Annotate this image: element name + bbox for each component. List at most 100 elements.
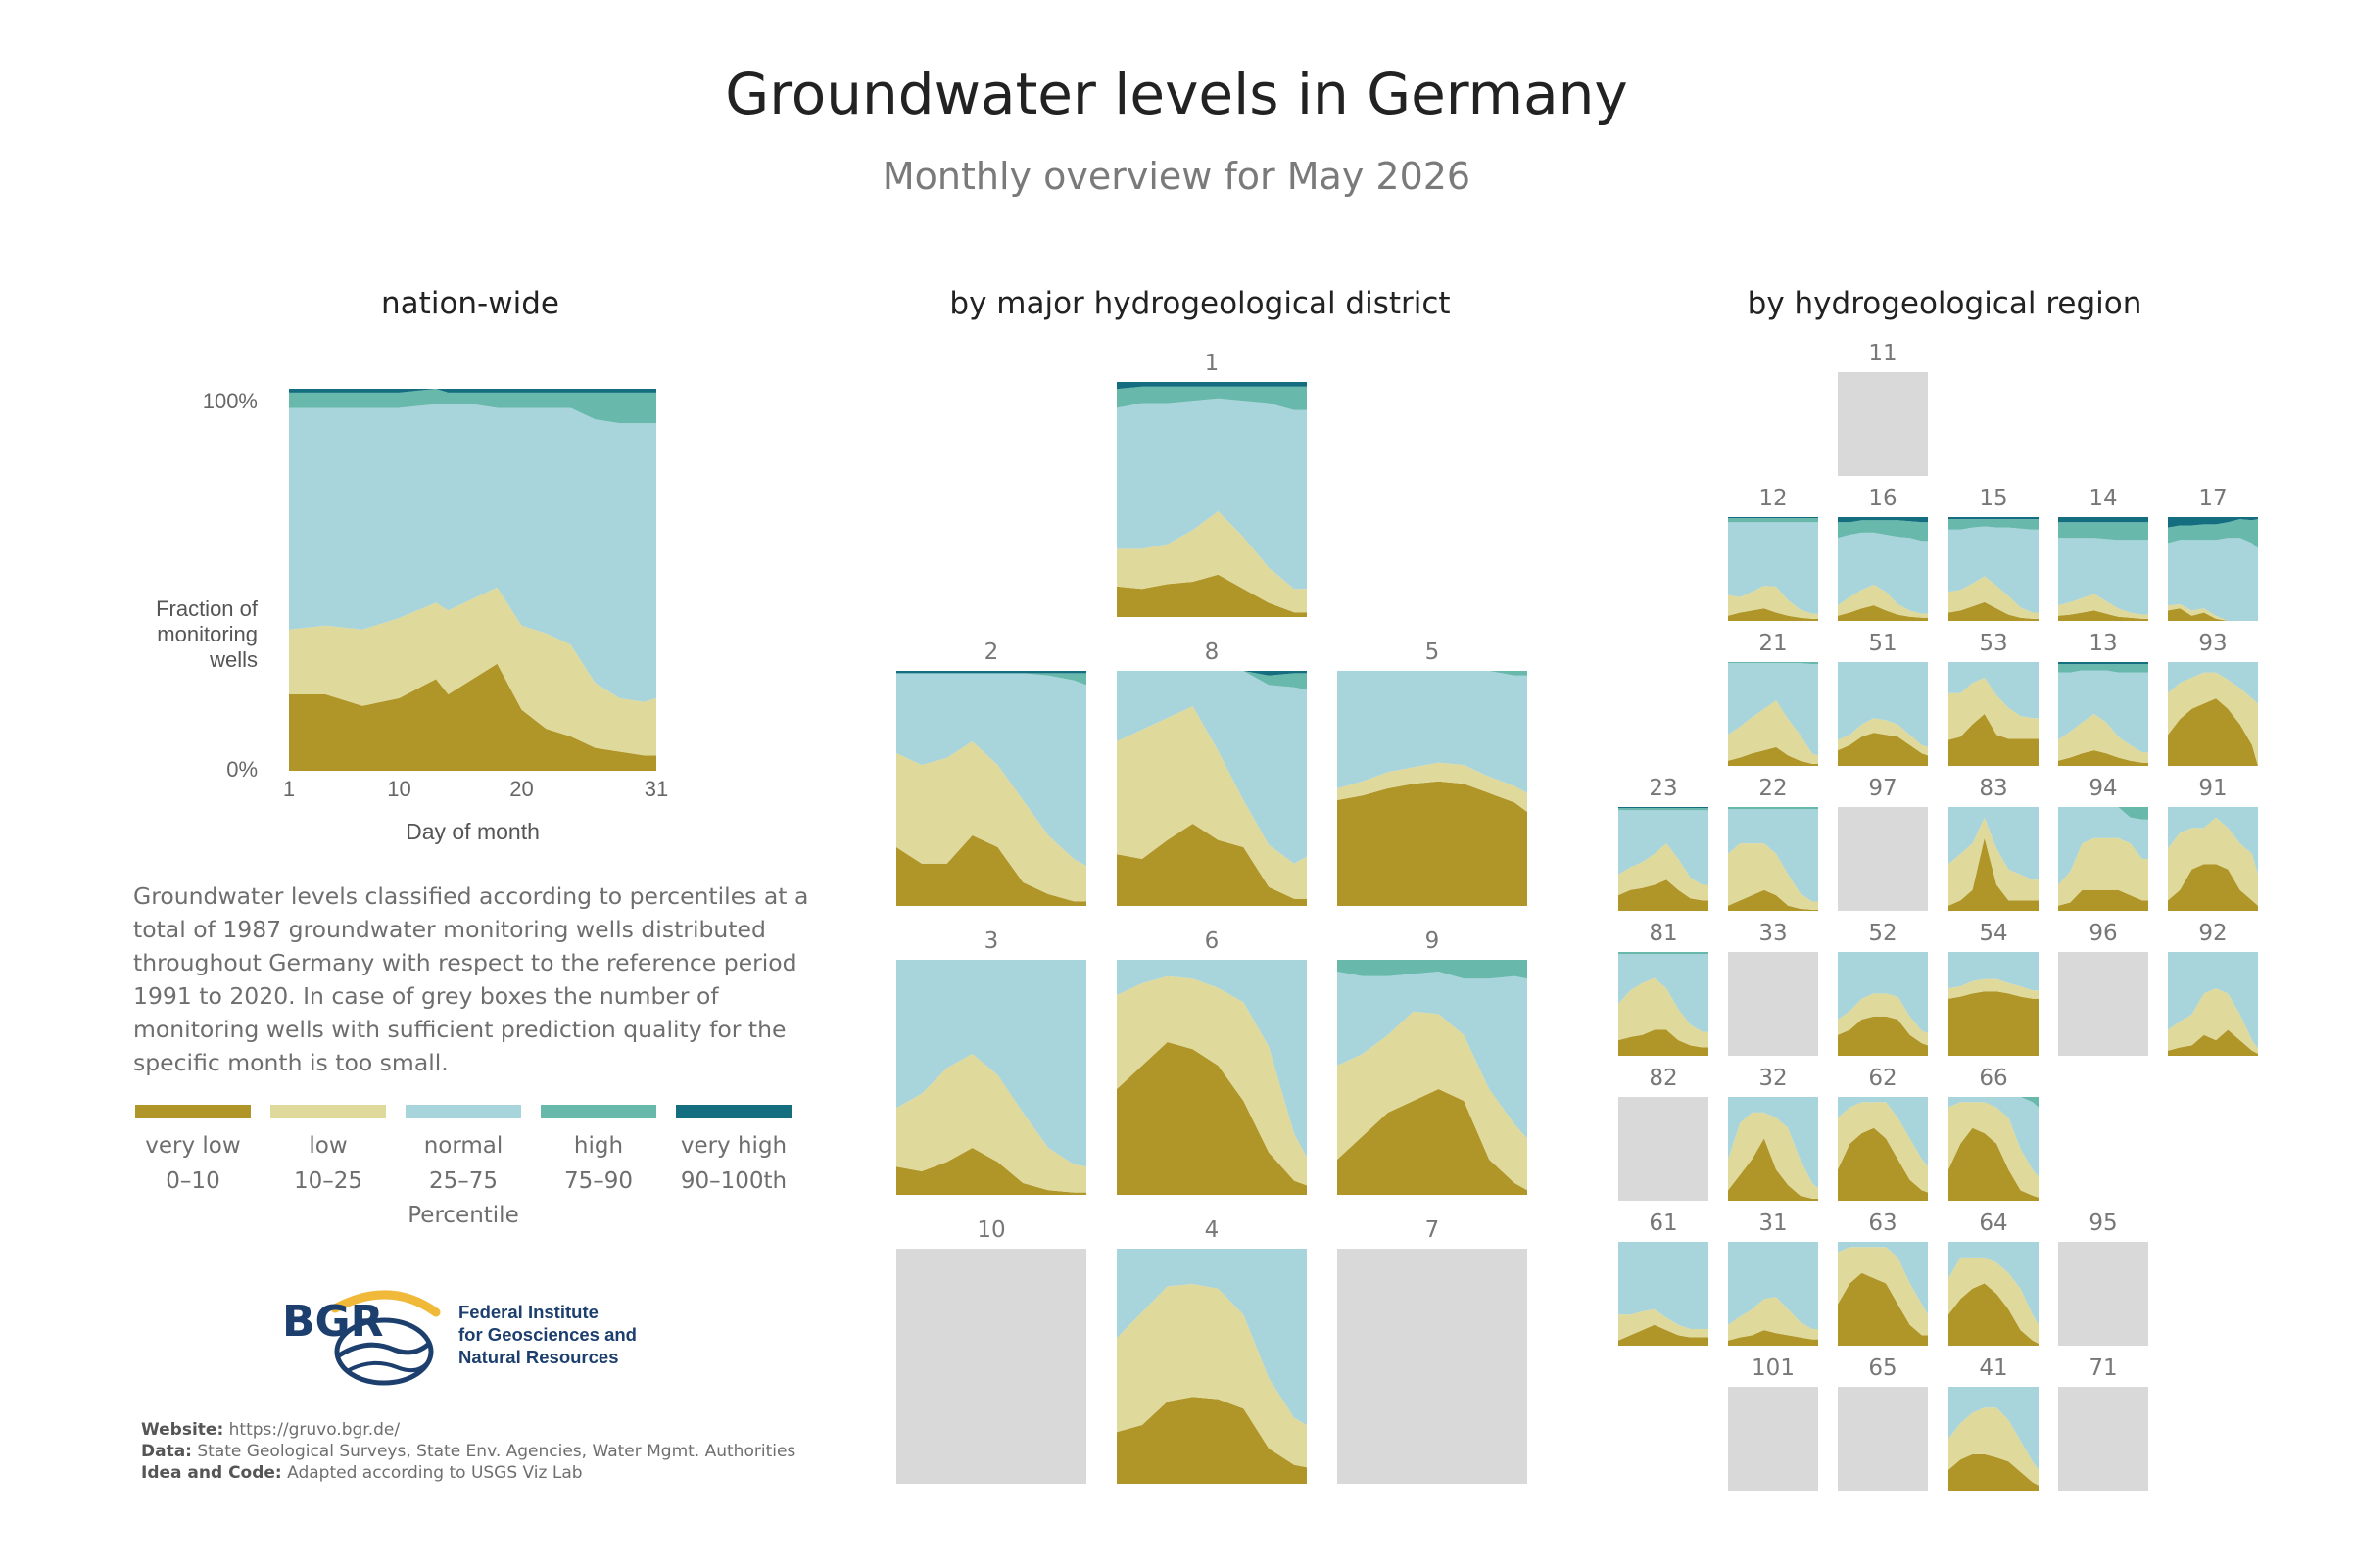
- region-panel-53: 53: [1948, 631, 2039, 766]
- region-16-area-very-low: [1838, 605, 1928, 621]
- region-panel-15: 15: [1948, 486, 2039, 621]
- region-panel-95: 95: [2058, 1211, 2148, 1346]
- region-81-area-normal: [1618, 954, 1708, 1032]
- region-22-area-normal: [1728, 809, 1818, 902]
- region-panel-14: 14: [2058, 486, 2148, 621]
- nation-area-very-low: [289, 663, 656, 771]
- region-panel-label: 52: [1868, 921, 1897, 946]
- region-panel-64: 64: [1948, 1211, 2039, 1346]
- region-panel-label: 61: [1649, 1211, 1677, 1236]
- region-91-area-very-low: [2168, 864, 2258, 911]
- x-axis-label: Day of month: [406, 819, 540, 844]
- district-panel-label: 9: [1425, 928, 1440, 954]
- region-14-area-low: [2058, 594, 2148, 619]
- region-panel-label: 23: [1649, 776, 1677, 801]
- legend-label: very low: [145, 1133, 240, 1159]
- footer-data: Data: State Geological Surveys, State En…: [141, 1442, 795, 1461]
- region-panel-label: 53: [1979, 631, 2007, 656]
- region-panel-13: 13: [2058, 631, 2148, 766]
- footer-website-link[interactable]: https://gruvo.bgr.de/: [228, 1420, 401, 1440]
- region-32-area-normal: [1728, 1097, 1818, 1189]
- district-4-area-normal: [1117, 1249, 1307, 1425]
- region-16-area-normal: [1838, 532, 1928, 614]
- region-panel-empty: [2058, 1387, 2148, 1491]
- region-panel-label: 91: [2198, 776, 2227, 801]
- region-32-area-low: [1728, 1112, 1818, 1199]
- x-tick-label: 1: [283, 777, 295, 801]
- region-51-area-normal: [1838, 662, 1928, 747]
- region-panel-label: 33: [1758, 921, 1787, 946]
- district-1-area-very-high: [1117, 382, 1307, 390]
- region-panel-81: 81: [1618, 921, 1708, 1056]
- region-panel-label: 11: [1868, 341, 1897, 366]
- region-17-area-very-high: [2168, 517, 2258, 528]
- nation-area-low: [289, 587, 656, 756]
- region-12-area-normal: [1728, 522, 1818, 614]
- nation-area-high: [289, 389, 656, 424]
- region-panel-label: 16: [1868, 486, 1897, 511]
- section-title-regions: by hydrogeological region: [1747, 286, 2142, 321]
- national-chart: 1 10 20 31 0% 100% Day of month Fraction of moni…: [156, 389, 668, 844]
- region-panel-label: 31: [1758, 1211, 1787, 1236]
- bgr-line-3: Natural Resources: [458, 1347, 619, 1367]
- region-83-area-normal: [1948, 807, 2039, 880]
- bgr-line-2: for Geosciences and: [458, 1324, 637, 1345]
- footer-idea-label: Idea and Code:: [141, 1463, 282, 1483]
- x-tick-label: 10: [387, 777, 410, 801]
- region-41-area-low: [1948, 1407, 2039, 1486]
- region-66-area-high: [1948, 1097, 2039, 1108]
- region-panel-empty: [1838, 372, 1928, 476]
- region-92-area-normal: [2168, 952, 2258, 1049]
- region-panel-91: 91: [2168, 776, 2258, 911]
- legend-swatch-very-low: [135, 1105, 251, 1118]
- district-panel-empty: [1337, 1249, 1527, 1484]
- region-22-area-high: [1728, 807, 1818, 810]
- logo-globe: [334, 1317, 434, 1386]
- legend-swatch-high: [541, 1105, 656, 1118]
- bgr-logo: BGR: [282, 1290, 441, 1386]
- region-panel-92: 92: [2168, 921, 2258, 1056]
- district-3-area-very-low: [896, 1148, 1086, 1195]
- region-panel-label: 94: [2089, 776, 2117, 801]
- district-panel-3: 3: [896, 928, 1086, 1195]
- legend-label: low: [309, 1133, 347, 1159]
- region-13-area-very-low: [2058, 750, 2148, 766]
- region-15-area-low: [1948, 576, 2039, 619]
- region-panel-97: 97: [1838, 776, 1928, 911]
- footer-idea: Idea and Code: Adapted according to USGS…: [141, 1463, 583, 1483]
- district-2-area-normal: [896, 673, 1086, 867]
- region-panel-83: 83: [1948, 776, 2039, 911]
- section-title-national: nation-wide: [381, 286, 559, 321]
- y-axis-label: Fraction of monitoring wells: [156, 596, 259, 672]
- district-6-area-very-low: [1117, 1042, 1307, 1195]
- region-panel-label: 92: [2198, 921, 2227, 946]
- region-panel-71: 71: [2058, 1355, 2148, 1491]
- region-panel-label: 81: [1649, 921, 1677, 946]
- region-23-area-low: [1618, 843, 1708, 901]
- y-tick-label: 100%: [203, 389, 258, 413]
- region-panel-label: 82: [1649, 1066, 1677, 1091]
- region-61-area-very-low: [1618, 1324, 1708, 1346]
- district-panel-label: 6: [1205, 928, 1220, 954]
- region-83-area-low: [1948, 817, 2039, 906]
- district-panel-1: 1: [1117, 351, 1307, 617]
- legend-label: normal: [424, 1133, 504, 1159]
- region-94-area-low: [2058, 837, 2148, 906]
- district-8-area-high: [1117, 671, 1307, 690]
- district-panel-9: 9: [1337, 928, 1527, 1195]
- region-panel-empty: [1728, 952, 1818, 1056]
- region-14-area-very-low: [2058, 610, 2148, 621]
- legend-range: 25–75: [429, 1168, 498, 1194]
- legend-label: very high: [681, 1133, 787, 1159]
- region-panel-empty: [1838, 1387, 1928, 1491]
- district-panel-label: 5: [1425, 640, 1440, 665]
- region-panel-label: 14: [2089, 486, 2117, 511]
- district-5-area-very-low: [1337, 781, 1527, 906]
- region-94-area-very-low: [2058, 889, 2148, 911]
- district-8-area-low: [1117, 706, 1307, 899]
- region-panel-label: 83: [1979, 776, 2007, 801]
- district-1-area-very-low: [1117, 574, 1307, 617]
- region-21-area-low: [1728, 700, 1818, 764]
- legend-swatch-low: [270, 1105, 386, 1118]
- region-panel-label: 21: [1758, 631, 1787, 656]
